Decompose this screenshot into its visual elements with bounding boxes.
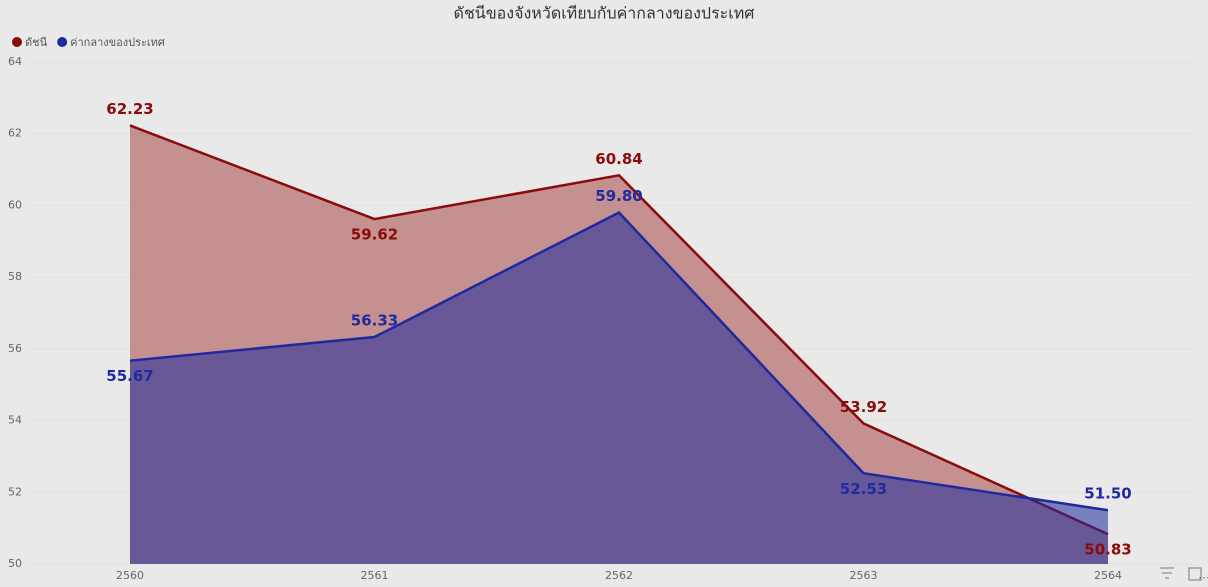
x-tick-label: 2561 xyxy=(361,569,389,582)
y-tick-label: 50 xyxy=(8,557,22,570)
legend-label: ดัชนี xyxy=(25,36,48,49)
legend-label: ค่ากลางของประเทศ xyxy=(70,36,165,49)
more-icon[interactable]: … xyxy=(1198,568,1208,582)
y-tick-label: 56 xyxy=(8,342,22,355)
line xyxy=(129,211,1109,512)
data-label: 59.80 xyxy=(595,187,642,205)
area xyxy=(130,212,1108,564)
x-tick-label: 2562 xyxy=(605,569,633,582)
y-tick-label: 64 xyxy=(8,55,22,68)
data-label: 62.23 xyxy=(106,100,153,118)
y-tick-label: 60 xyxy=(8,198,22,211)
filter-icon[interactable] xyxy=(1160,567,1174,579)
line xyxy=(129,124,1109,536)
data-label: 52.53 xyxy=(840,480,887,498)
y-tick-label: 54 xyxy=(8,414,22,427)
legend-marker xyxy=(57,37,68,47)
x-tick-label: 2563 xyxy=(850,569,878,582)
data-label: 59.62 xyxy=(351,226,398,244)
data-label: 53.92 xyxy=(840,398,887,416)
data-label: 55.67 xyxy=(106,367,153,385)
legend-marker xyxy=(12,37,22,47)
data-label: 60.84 xyxy=(595,150,642,168)
data-label: 50.83 xyxy=(1084,541,1131,559)
y-tick-label: 62 xyxy=(8,127,22,140)
y-tick-label: 58 xyxy=(8,270,22,283)
data-label: 56.33 xyxy=(351,312,398,330)
focus-icon[interactable] xyxy=(1188,567,1202,581)
x-tick-label: 2564 xyxy=(1094,569,1122,582)
visual-icons: … xyxy=(1160,567,1208,582)
y-tick-label: 52 xyxy=(8,485,22,498)
data-label: 51.50 xyxy=(1084,485,1131,503)
chart-title: ดัชนีของจังหวัดเทียบกับค่ากลางของประเทศ xyxy=(454,4,755,23)
x-tick-label: 2560 xyxy=(116,569,144,582)
